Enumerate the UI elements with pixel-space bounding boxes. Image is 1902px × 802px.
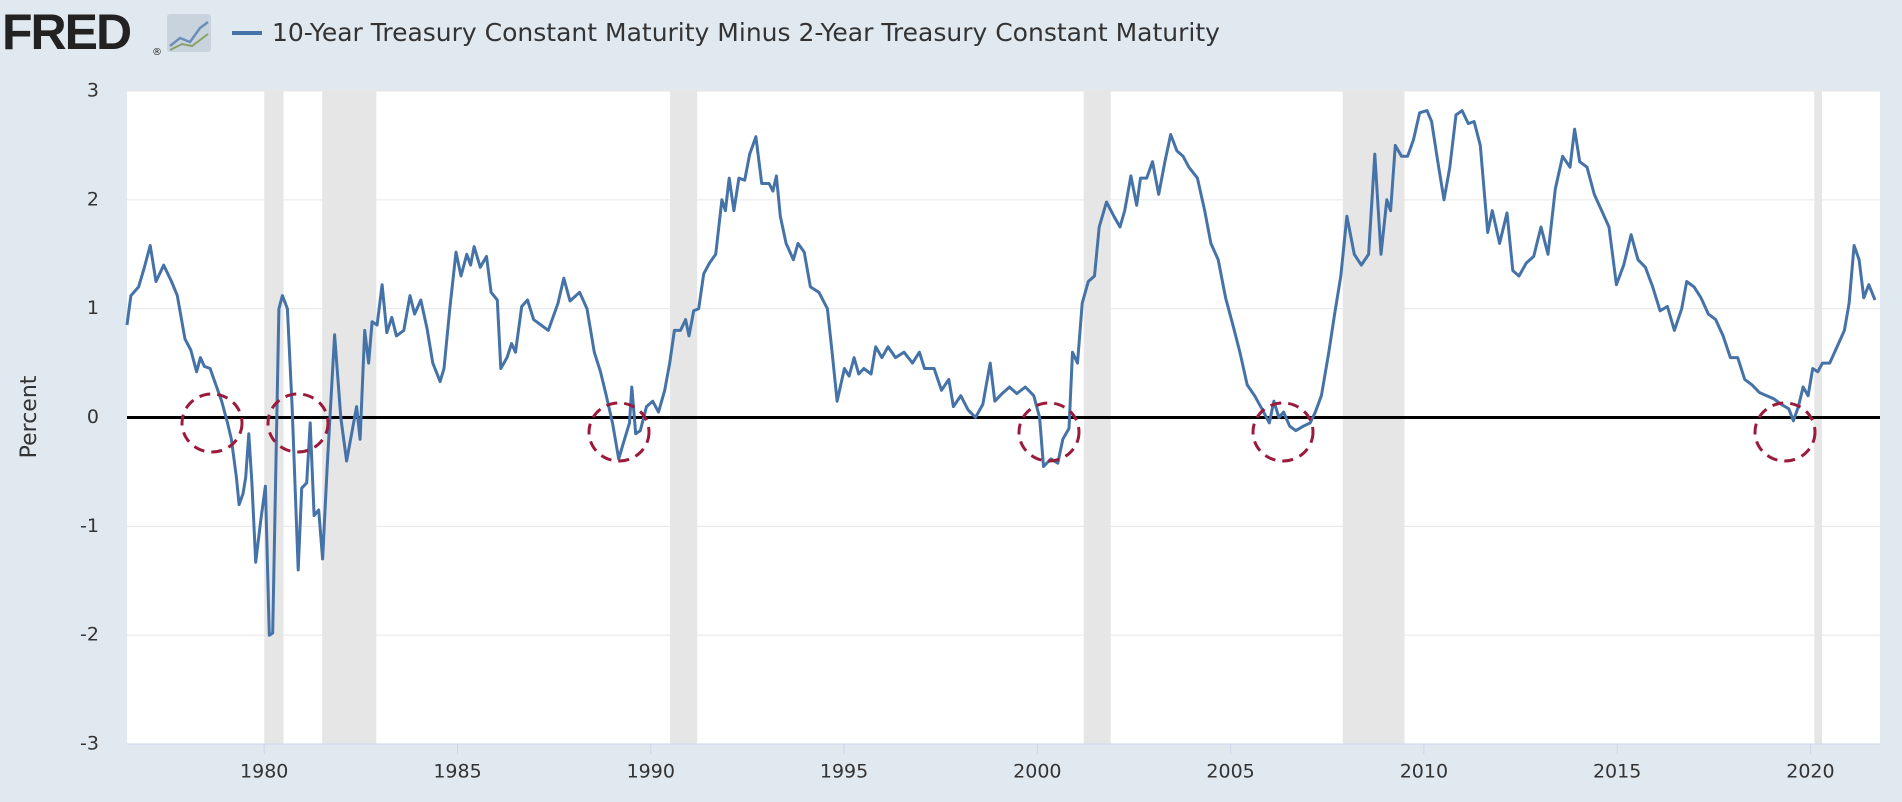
x-tick-label: 2010 (1400, 761, 1448, 783)
x-tick-label: 1990 (627, 761, 675, 783)
x-tick-label: 1995 (820, 761, 868, 783)
y-tick-label: 2 (87, 188, 99, 210)
logo-mark: ® (152, 47, 162, 58)
highlight-circle (1753, 401, 1817, 463)
x-tick-label: 2000 (1013, 761, 1061, 783)
y-tick-label: 3 (87, 80, 99, 102)
highlight-circle (180, 392, 244, 454)
highlight-circle (1251, 401, 1315, 463)
highlight-circle (587, 401, 651, 463)
y-tick-label: -3 (80, 733, 99, 755)
plot: -3 -2 -1 0 1 2 3 1980 1985 1990 1995 2000 2005 2010 20… (80, 80, 1880, 783)
y-axis-label: Percent (17, 375, 42, 458)
logo: FRED (2, 4, 131, 60)
x-tick-label: 2015 (1593, 761, 1641, 783)
highlight-circle (1017, 401, 1081, 463)
highlight-circle (266, 392, 330, 454)
x-tick-label: 2020 (1786, 761, 1834, 783)
legend-label: 10-Year Treasury Constant Maturity Minus… (272, 18, 1220, 47)
x-tick-label: 2005 (1206, 761, 1254, 783)
y-tick-label: 1 (87, 297, 99, 319)
y-tick-label: -2 (80, 624, 99, 646)
x-tick-label: 1985 (433, 761, 481, 783)
x-tick-label: 1980 (240, 761, 288, 783)
y-tick-label: -1 (80, 515, 99, 537)
y-tick-label: 0 (87, 406, 99, 428)
logo-icon (167, 14, 211, 52)
inversion-highlights (180, 392, 1817, 463)
series-line (125, 109, 1877, 637)
